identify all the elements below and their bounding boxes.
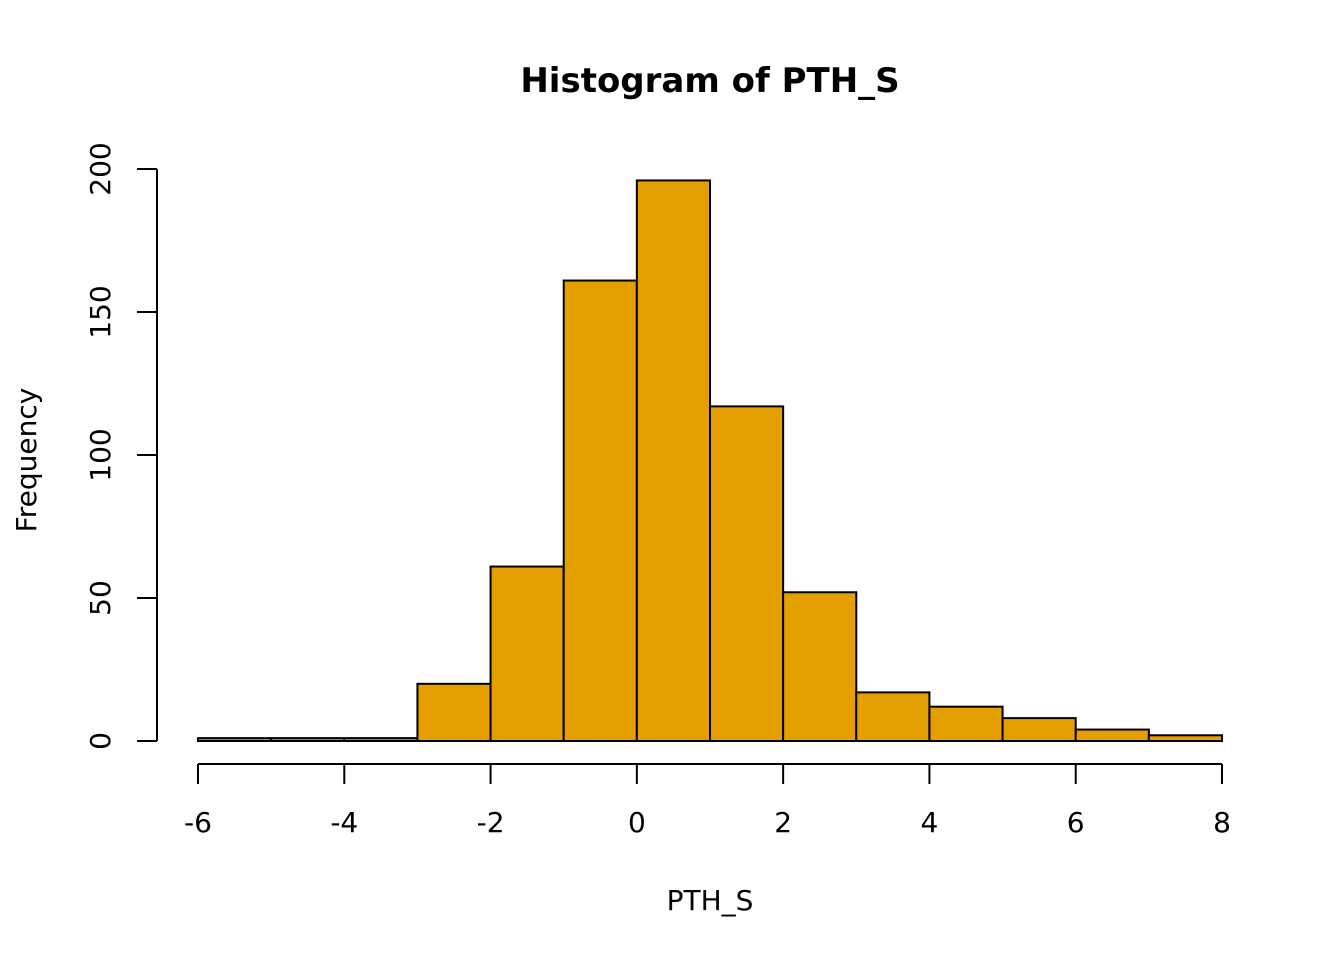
histogram-bar bbox=[1074, 728, 1150, 742]
histogram-bar bbox=[343, 737, 419, 743]
histogram-bar bbox=[489, 565, 565, 742]
histogram-bar bbox=[855, 691, 931, 743]
y-axis: 0 50 100 150 200 bbox=[84, 142, 158, 750]
histogram-bar bbox=[928, 705, 1004, 742]
histogram-bar bbox=[635, 179, 711, 742]
x-tick-label: -4 bbox=[330, 806, 358, 839]
y-tick-label: 50 bbox=[84, 580, 117, 616]
x-tick-label: -6 bbox=[184, 806, 212, 839]
histogram-bar bbox=[416, 682, 492, 742]
x-axis: -6 -4 -2 0 2 4 6 8 bbox=[184, 763, 1231, 839]
y-tick-label: 150 bbox=[84, 285, 117, 338]
x-axis-label: PTH_S bbox=[667, 884, 754, 917]
x-tick-label: 6 bbox=[1067, 806, 1085, 839]
x-tick-label: 2 bbox=[774, 806, 792, 839]
histogram-bar bbox=[1001, 717, 1077, 742]
x-tick-label: -2 bbox=[477, 806, 505, 839]
y-axis-label: Frequency bbox=[10, 388, 43, 533]
x-tick-label: 0 bbox=[628, 806, 646, 839]
histogram-bar bbox=[197, 737, 273, 743]
histogram-bar bbox=[270, 737, 346, 743]
x-tick-label: 8 bbox=[1213, 806, 1231, 839]
histogram-bar bbox=[709, 405, 785, 742]
x-tick-label: 4 bbox=[921, 806, 939, 839]
chart-title: Histogram of PTH_S bbox=[520, 61, 899, 101]
histogram-bar bbox=[782, 591, 858, 743]
histogram-bar bbox=[1147, 734, 1224, 743]
histogram-bars bbox=[197, 179, 1224, 743]
y-tick-label: 200 bbox=[84, 142, 117, 195]
histogram-bar bbox=[562, 279, 638, 742]
y-tick-label: 100 bbox=[84, 428, 117, 481]
y-tick-label: 0 bbox=[84, 732, 117, 750]
